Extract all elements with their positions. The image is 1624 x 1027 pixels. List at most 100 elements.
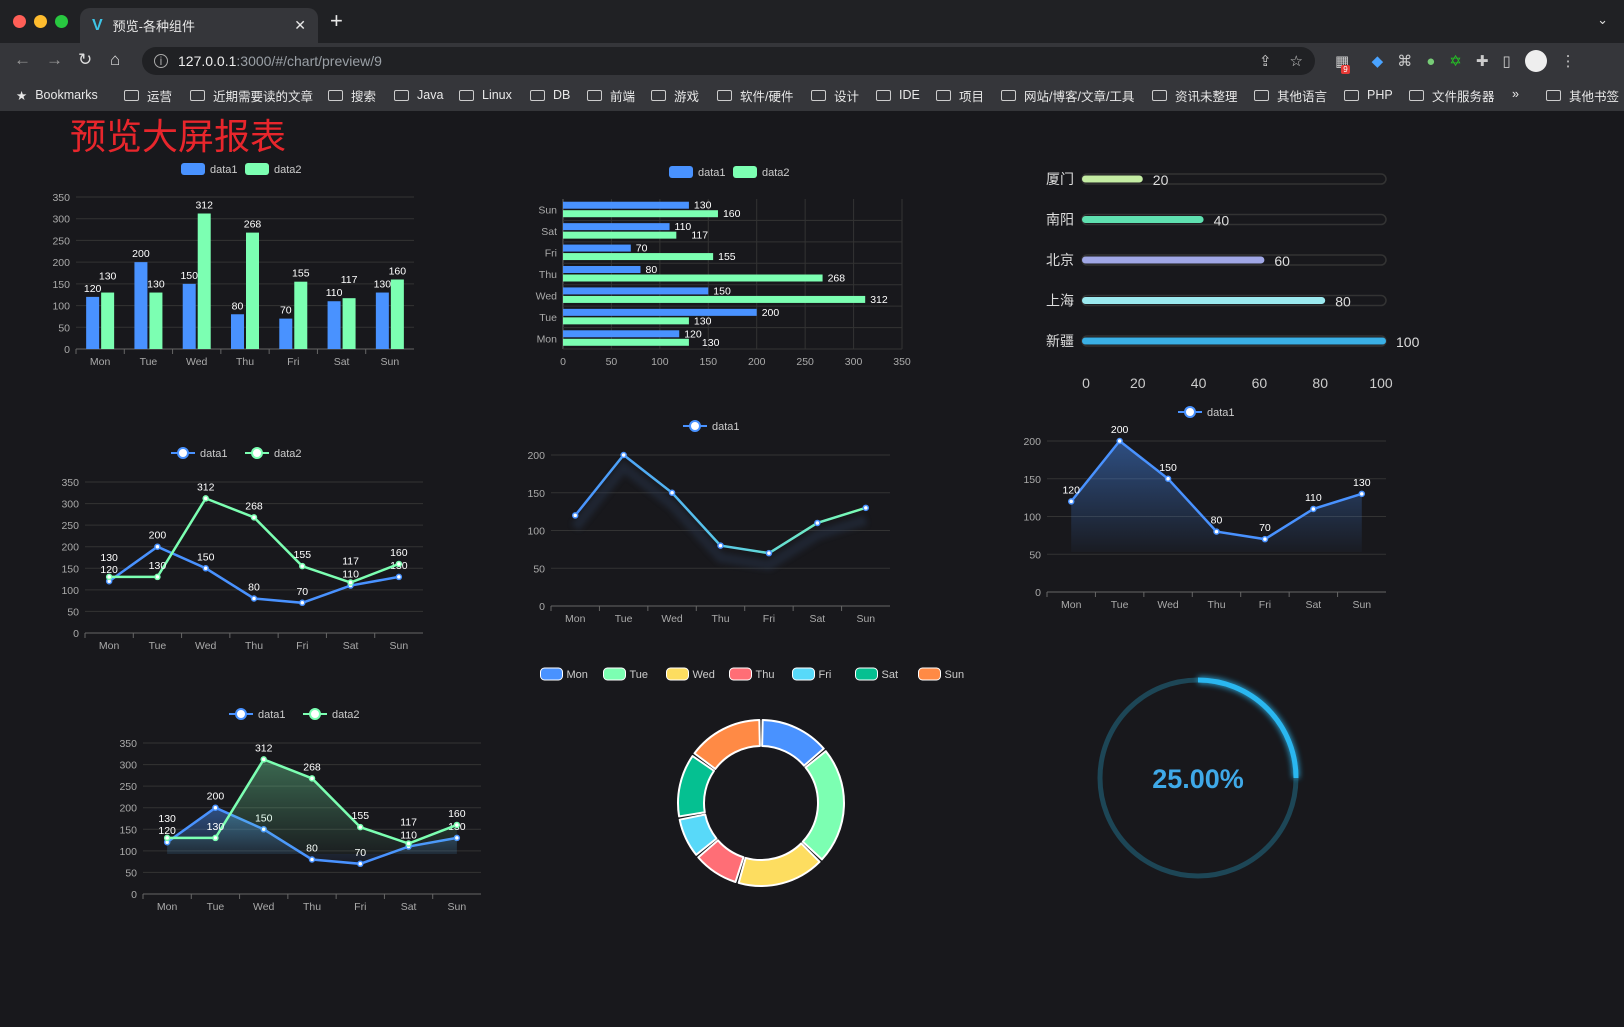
legend-marker [689,420,701,432]
bookmark-item[interactable]: 软件/硬件 [717,79,793,111]
progress-fill [1082,216,1204,223]
bookmark-item[interactable]: IDE [876,79,920,111]
data-label: 200 [207,791,225,803]
folder-icon [1344,89,1359,101]
tab-search-chevron-icon[interactable]: ⌄ [1597,12,1608,27]
maximize-window-button[interactable] [55,15,68,28]
more-bookmarks-button[interactable]: » [1512,87,1519,101]
gem-extension-icon[interactable]: ◆ [1371,53,1384,70]
new-tab-button[interactable]: + [330,8,343,33]
x-tick-label: 20 [1130,375,1146,391]
command-extension-icon[interactable]: ⌘ [1397,53,1413,70]
close-window-button[interactable] [13,15,26,28]
data-label: 200 [1111,424,1129,436]
star-extension-icon[interactable]: ✡ [1449,53,1462,70]
bookmark-star-icon[interactable]: ☆ [1289,53,1303,70]
data-label: 120 [158,825,176,837]
close-tab-icon[interactable]: ✕ [294,17,306,33]
bookmark-item[interactable]: ★ Bookmarks [16,79,98,111]
y-tick-label: 200 [119,803,137,815]
bar-data1 [134,262,148,349]
x-tick-label: 200 [748,356,766,368]
avatar[interactable] [1524,50,1547,72]
side-panel-icon[interactable]: ▯ [1502,53,1511,70]
y-tick-label: 300 [61,499,79,511]
bookmark-item[interactable]: 资讯未整理 [1152,79,1238,111]
bookmark-item[interactable]: 前端 [587,79,635,111]
bookmark-label: DB [553,88,571,102]
share-icon[interactable]: ⇪ [1258,53,1272,70]
other-bookmarks-label: 其他书签 [1569,89,1620,104]
bookmark-item[interactable]: 游戏 [651,79,699,111]
reload-icon[interactable]: ↻ [78,50,93,69]
data-label: 155 [294,549,312,561]
x-tick-label: Thu [245,640,263,652]
menu-kebab-icon[interactable]: ⋮ [1560,53,1576,70]
data-label: 160 [390,547,408,559]
folder-icon [394,89,409,101]
data-point [347,579,354,586]
url-path: :3000/#/chart/preview/9 [236,53,382,69]
y-tick-label: 200 [1023,436,1041,448]
folder-icon [1001,89,1016,101]
site-info-icon[interactable]: i [154,54,168,68]
minimize-window-button[interactable] [34,15,47,28]
data-point [1358,490,1366,498]
data-label: 150 [180,270,198,282]
back-icon[interactable]: ← [14,50,31,69]
progress-value: 60 [1274,253,1290,269]
data-point [395,573,403,581]
donut-slice-Tue [801,750,845,861]
data-label: 110 [675,221,692,233]
data-label: 130 [1353,477,1371,489]
bookmark-item[interactable]: DB [530,79,570,111]
data-point [765,549,773,557]
x-tick-label: Fri [763,613,775,625]
bar-data1 [563,266,641,273]
bookmark-item[interactable]: 网站/博客/文章/工具 [1001,79,1134,111]
bookmark-item[interactable]: 设计 [811,79,859,111]
x-tick-label: Sat [809,613,825,625]
data-label: 110 [400,830,417,842]
forward-icon[interactable]: → [46,50,63,69]
address-bar[interactable]: i 127.0.0.1:3000/#/chart/preview/9 ⇪ ☆ [142,47,1315,75]
data-label: 110 [326,287,343,299]
data-label: 130 [100,552,118,564]
browser-tab[interactable]: V 预览-各种组件 ✕ [80,8,318,43]
bookmark-item[interactable]: 项目 [936,79,984,111]
data-label: 80 [1211,515,1223,527]
extension-icon[interactable]: ▦9 [1335,53,1350,74]
data-label: 130 [374,279,392,291]
y-tick-label: Mon [537,333,558,345]
y-tick-label: 0 [1035,587,1041,599]
data-label: 70 [636,243,648,255]
bookmark-item[interactable]: 搜索 [328,79,376,111]
bookmark-item[interactable]: Java [394,79,443,111]
area-data2 [167,759,457,854]
y-tick-label: 150 [52,279,70,291]
x-tick-label: Fri [1259,599,1271,611]
circle-extension-icon[interactable]: ● [1426,52,1436,70]
puzzle-icon[interactable]: ✚ [1475,53,1489,70]
bookmark-item[interactable]: Linux [459,79,512,111]
gauge-progress-arc [1197,677,1299,779]
data-label: 130 [207,821,225,833]
folder-icon [876,89,891,101]
bar-data2 [563,253,714,261]
bookmark-item[interactable]: PHP [1344,79,1393,111]
folder-icon [717,89,732,101]
data-point [212,834,219,842]
bookmark-item[interactable]: 文件服务器 [1409,79,1495,111]
legend-marker [177,447,189,459]
bookmark-item[interactable]: 近期需要读的文章 [190,79,313,111]
bookmark-label: 其他语言 [1277,89,1328,104]
bookmark-item[interactable]: 其他语言 [1254,79,1327,111]
x-tick-label: Thu [1207,599,1225,611]
data-point [814,519,821,527]
progress-label: 厦门 [1046,171,1074,187]
bookmark-item[interactable]: 运营 [124,79,172,111]
other-bookmarks[interactable]: 其他书签 [1546,79,1619,111]
home-icon[interactable]: ⌂ [110,50,121,69]
data-point [105,573,113,581]
progress-fill [1082,337,1386,345]
